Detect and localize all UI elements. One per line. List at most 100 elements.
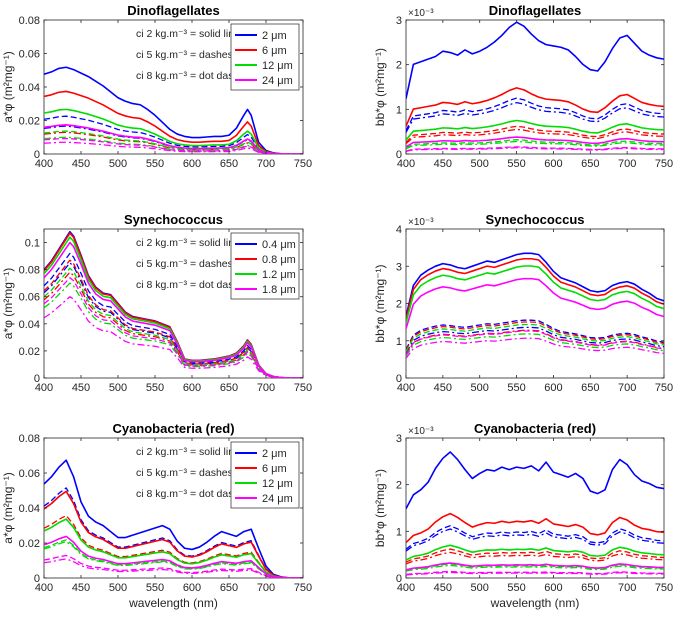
series-group xyxy=(44,459,303,578)
series-group xyxy=(406,451,664,576)
x-tick-label: 750 xyxy=(294,382,312,394)
series-line-4-variant-2 xyxy=(44,554,303,578)
line-style-note: ci 2 kg.m⁻³ = solid line xyxy=(136,28,240,40)
x-tick-label: 600 xyxy=(183,158,201,170)
series-line-4-variant-3 xyxy=(44,141,303,154)
series-group xyxy=(44,230,303,378)
x-tick-label: 650 xyxy=(220,158,238,170)
legend-entry: 2 μm xyxy=(262,30,287,42)
series-line-1-variant-3 xyxy=(406,326,664,354)
y-tick-label: 3 xyxy=(396,261,402,273)
series-line-4-variant-2 xyxy=(406,330,664,356)
chart-title: Cyanobacteria (red) xyxy=(112,421,234,436)
series-line-3-variant-3 xyxy=(406,333,664,357)
chart-panel-5: 400 450 500 550 600 650 700 750 0 0.02 0.04 0.06 0.0… xyxy=(1,421,312,610)
y-tick-label: 0.08 xyxy=(19,265,40,277)
series-line-2-variant-3 xyxy=(406,551,664,565)
x-tick-label: 550 xyxy=(146,158,164,170)
series-line-1-variant-1 xyxy=(406,252,664,317)
y-tick-label: 3 xyxy=(396,433,402,445)
y-tick-label: 0.04 xyxy=(19,503,40,515)
chart-title: Cyanobacteria (red) xyxy=(474,421,596,436)
y-axis-label: bb*φ (m²mg⁻¹) xyxy=(373,264,387,342)
y-axis-multiplier: ×10⁻³ xyxy=(408,8,434,19)
series-line-3-variant-2 xyxy=(406,323,664,352)
legend-entry: 12 μm xyxy=(262,478,293,490)
series-line-1-variant-2 xyxy=(406,525,664,550)
x-tick-label: 600 xyxy=(544,382,562,394)
y-tick-label: 0.1 xyxy=(25,238,40,250)
chart-title: Dinoflagellates xyxy=(489,3,581,18)
y-tick-label: 0 xyxy=(396,149,402,161)
chart-panel-6: 400 450 500 550 600 650 700 750 0 1 2 3 Cyanobacteri… xyxy=(373,421,673,610)
chart-panel-3: 400 450 500 550 600 650 700 750 0 0.02 0.04 0.06 0.0… xyxy=(1,212,312,394)
series-line-3-variant-3 xyxy=(44,282,303,378)
series-line-1-variant-3 xyxy=(406,528,664,552)
legend: 0.4 μm 0.8 μm 1.2 μm 1.8 μm xyxy=(230,232,300,300)
y-tick-label: 0 xyxy=(34,149,40,161)
x-tick-label: 500 xyxy=(471,382,489,394)
series-line-1-variant-2 xyxy=(406,97,664,131)
series-line-4-variant-3 xyxy=(44,558,303,578)
legend-entry: 1.8 μm xyxy=(262,284,296,296)
series-line-4-variant-3 xyxy=(44,296,303,378)
series-line-3-variant-3 xyxy=(44,540,303,578)
series-line-2-variant-2 xyxy=(406,125,664,143)
series-line-2-variant-1 xyxy=(44,90,303,154)
x-tick-label: 450 xyxy=(72,582,90,594)
x-tick-label: 400 xyxy=(35,582,53,594)
series-line-4-variant-1 xyxy=(44,124,303,154)
y-axis-multiplier: ×10⁻³ xyxy=(408,217,434,228)
series-line-4-variant-1 xyxy=(406,136,664,148)
y-axis-label: a*φ (m²mg⁻¹) xyxy=(1,268,15,339)
y-tick-label: 2 xyxy=(396,60,402,72)
plot-area xyxy=(405,228,665,379)
series-line-2-variant-3 xyxy=(406,128,664,145)
x-tick-label: 400 xyxy=(397,582,415,594)
y-tick-label: 0.02 xyxy=(19,116,40,128)
x-tick-label: 400 xyxy=(35,158,53,170)
legend-entry: 0.4 μm xyxy=(262,239,296,251)
y-axis-label: a*φ (m²mg⁻¹) xyxy=(1,51,15,122)
chart-panel-1: 400 450 500 550 600 650 700 750 0 0.02 0.04 0.06 0.0… xyxy=(1,3,312,170)
series-line-4-variant-1 xyxy=(406,562,664,571)
x-tick-label: 750 xyxy=(655,158,673,170)
y-tick-label: 0.08 xyxy=(19,433,40,445)
y-tick-label: 0 xyxy=(34,373,40,385)
x-tick-label: 750 xyxy=(655,382,673,394)
y-tick-label: 1 xyxy=(396,336,402,348)
y-tick-label: 0.02 xyxy=(19,346,40,358)
y-tick-label: 0 xyxy=(396,573,402,585)
x-tick-label: 400 xyxy=(397,382,415,394)
y-tick-label: 1 xyxy=(396,104,402,116)
legend-entry: 24 μm xyxy=(262,493,293,505)
series-line-2-variant-2 xyxy=(406,548,664,563)
legend-entry: 2 μm xyxy=(262,448,287,460)
line-style-note: ci 5 kg.m⁻³ = dashes xyxy=(136,467,233,479)
x-axis-label: wavelength (nm) xyxy=(490,596,580,610)
series-line-3-variant-3 xyxy=(406,564,664,572)
x-tick-label: 400 xyxy=(35,382,53,394)
x-tick-label: 550 xyxy=(507,582,525,594)
y-tick-label: 2 xyxy=(396,299,402,311)
series-group xyxy=(44,66,303,154)
x-tick-label: 450 xyxy=(72,382,90,394)
series-line-4-variant-2 xyxy=(406,570,664,576)
y-tick-label: 3 xyxy=(396,15,402,27)
y-tick-label: 0.08 xyxy=(19,15,40,27)
series-line-1-variant-2 xyxy=(406,319,664,350)
y-tick-label: 0 xyxy=(34,573,40,585)
y-tick-label: 0.04 xyxy=(19,82,40,94)
x-tick-label: 550 xyxy=(507,158,525,170)
series-line-1-variant-1 xyxy=(44,66,303,154)
series-line-2-variant-1 xyxy=(44,490,303,578)
y-tick-label: 0.04 xyxy=(19,319,40,331)
x-tick-label: 600 xyxy=(544,582,562,594)
chart-panel-2: 400 450 500 550 600 650 700 750 0 1 2 3 Dinoflagella… xyxy=(373,3,673,170)
x-tick-label: 750 xyxy=(294,582,312,594)
x-tick-label: 650 xyxy=(220,582,238,594)
series-line-1-variant-1 xyxy=(44,459,303,578)
series-line-4-variant-1 xyxy=(44,535,303,578)
x-tick-label: 700 xyxy=(618,382,636,394)
